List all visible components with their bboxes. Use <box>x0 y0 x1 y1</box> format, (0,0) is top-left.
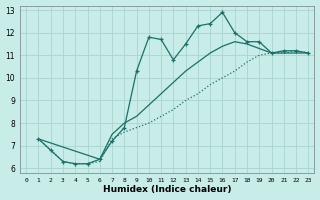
X-axis label: Humidex (Indice chaleur): Humidex (Indice chaleur) <box>103 185 231 194</box>
